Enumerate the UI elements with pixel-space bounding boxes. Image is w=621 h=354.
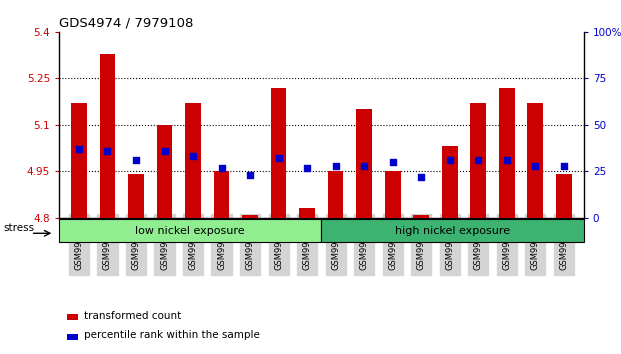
Point [245,172,255,178]
Bar [67,314,78,320]
Point [359,163,369,169]
Bar [299,209,315,218]
Bar [242,215,258,218]
Point [388,159,397,165]
Bar [556,174,571,218]
Bar [67,334,78,340]
Bar [59,219,322,242]
Point [416,174,426,179]
Text: high nickel exposure: high nickel exposure [395,226,510,236]
Point [473,157,483,163]
Bar [214,171,229,218]
Text: low nickel exposure: low nickel exposure [135,226,245,236]
Bar [442,147,458,218]
Point [131,157,141,163]
Bar [99,53,116,218]
Point [160,148,170,154]
Point [74,146,84,152]
Point [502,157,512,163]
Bar [527,103,543,218]
Point [530,163,540,169]
Bar [185,103,201,218]
Point [188,154,198,159]
Text: percentile rank within the sample: percentile rank within the sample [84,330,260,341]
Point [445,157,455,163]
Point [217,165,227,170]
Bar [156,125,173,218]
Point [559,163,569,169]
Point [330,163,340,169]
Bar [322,219,584,242]
Bar [356,109,372,218]
Bar [414,215,429,218]
Text: GDS4974 / 7979108: GDS4974 / 7979108 [59,16,193,29]
Bar [128,174,144,218]
Point [102,148,112,154]
Bar [385,171,401,218]
Text: transformed count: transformed count [84,311,181,321]
Point [274,155,284,161]
Text: stress: stress [3,223,34,233]
Bar [71,103,87,218]
Bar [499,88,515,218]
Bar [328,171,343,218]
Point [302,165,312,170]
Bar [470,103,486,218]
Bar [271,88,286,218]
